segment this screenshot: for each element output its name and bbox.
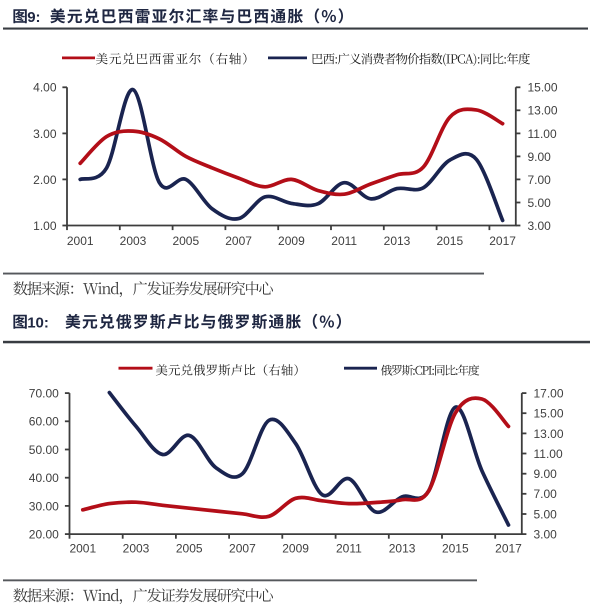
svg-text:3.00: 3.00 — [33, 127, 57, 141]
svg-text:40.00: 40.00 — [29, 471, 59, 485]
svg-text:2015: 2015 — [436, 234, 463, 248]
svg-text:9:: 9: — [27, 9, 40, 26]
svg-text:3.00: 3.00 — [534, 528, 558, 542]
svg-text:2009: 2009 — [282, 542, 309, 556]
svg-text:4.00: 4.00 — [33, 81, 57, 95]
svg-text:7.00: 7.00 — [528, 173, 552, 187]
svg-text:15.00: 15.00 — [528, 81, 558, 95]
svg-text:2015: 2015 — [442, 542, 469, 556]
svg-text:2003: 2003 — [123, 542, 150, 556]
svg-text:70.00: 70.00 — [29, 387, 59, 401]
svg-text:60.00: 60.00 — [29, 415, 59, 429]
svg-text:2005: 2005 — [176, 542, 203, 556]
svg-text:7.00: 7.00 — [534, 487, 558, 501]
svg-text:2017: 2017 — [495, 542, 522, 556]
svg-text:10:: 10: — [27, 314, 49, 331]
svg-text:2011: 2011 — [336, 542, 362, 556]
svg-text:3.00: 3.00 — [528, 219, 552, 233]
svg-text:13.00: 13.00 — [534, 427, 564, 441]
svg-text:2013: 2013 — [389, 542, 416, 556]
svg-text:2001: 2001 — [67, 234, 94, 248]
svg-text:2.00: 2.00 — [33, 173, 57, 187]
svg-text:11.00: 11.00 — [528, 127, 557, 141]
svg-text:17.00: 17.00 — [534, 387, 564, 401]
svg-text:2001: 2001 — [69, 542, 96, 556]
svg-text:2007: 2007 — [229, 542, 256, 556]
svg-text:11.00: 11.00 — [534, 447, 563, 461]
svg-text:2017: 2017 — [489, 234, 516, 248]
svg-text:2005: 2005 — [172, 234, 199, 248]
svg-text:2011: 2011 — [331, 234, 357, 248]
svg-text:20.00: 20.00 — [29, 528, 59, 542]
svg-text:15.00: 15.00 — [534, 407, 564, 421]
svg-text:9.00: 9.00 — [534, 467, 558, 481]
svg-text:2009: 2009 — [278, 234, 305, 248]
svg-text:2003: 2003 — [120, 234, 147, 248]
svg-text:2013: 2013 — [384, 234, 411, 248]
svg-text:1.00: 1.00 — [33, 219, 57, 233]
svg-text:5.00: 5.00 — [528, 196, 552, 210]
svg-text:2007: 2007 — [225, 234, 252, 248]
svg-text:30.00: 30.00 — [29, 499, 59, 513]
svg-text:13.00: 13.00 — [528, 104, 558, 118]
svg-text:5.00: 5.00 — [534, 507, 558, 521]
svg-text:50.00: 50.00 — [29, 443, 59, 457]
svg-text:9.00: 9.00 — [528, 150, 552, 164]
